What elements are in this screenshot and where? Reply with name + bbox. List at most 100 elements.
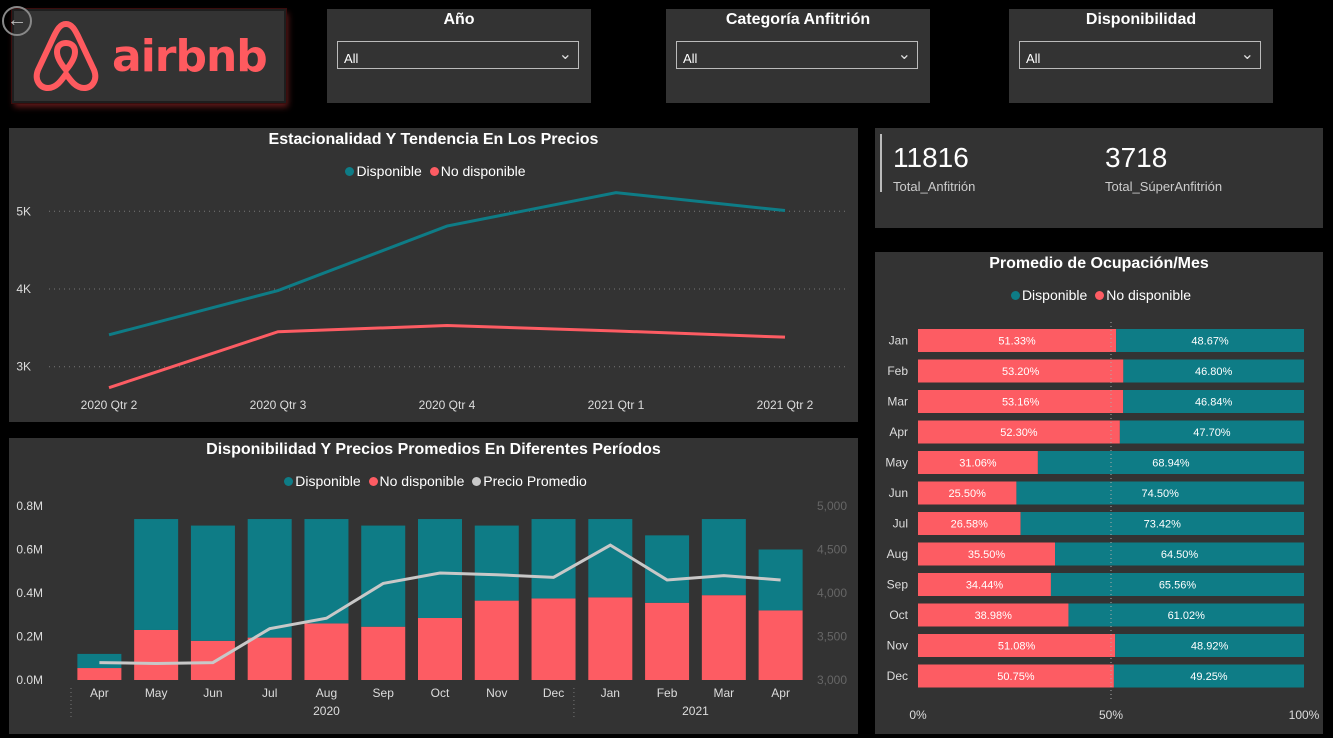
bar-no-disponible xyxy=(304,623,349,680)
occupancy-chart-panel: Promedio de Ocupación/Mes Disponible No … xyxy=(875,252,1323,734)
availability-dropdown[interactable]: All ⌄ xyxy=(1019,41,1261,69)
bar-no-disponible xyxy=(918,451,1038,474)
bar-no-disponible xyxy=(918,634,1116,657)
airbnb-logo: airbnb xyxy=(12,9,286,103)
filter-availability: Disponibilidad All ⌄ xyxy=(1009,9,1273,103)
data-label: 47.70% xyxy=(1193,427,1231,439)
data-label: 50.75% xyxy=(997,671,1035,683)
y2-tick-label: 4,000 xyxy=(817,586,847,600)
bar-no-disponible xyxy=(918,512,1021,535)
x-tick-label: 50% xyxy=(1099,708,1123,722)
data-label: 53.16% xyxy=(1002,397,1040,409)
occupancy-bar-chart: Jan 51.33% 48.67% Feb 53.20% 46.80% Mar 53.16% 4… xyxy=(885,322,1320,722)
bar-no-disponible xyxy=(190,640,235,680)
logo-text: airbnb xyxy=(112,30,268,82)
bar-disponible xyxy=(1123,359,1304,383)
bar-disponible xyxy=(190,525,235,641)
chart-title: Estacionalidad Y Tendencia En Los Precio… xyxy=(268,131,599,148)
kpi-total-hosts-value: 11816 xyxy=(893,142,969,173)
month-label: Feb xyxy=(887,364,908,378)
x-tick-label: Feb xyxy=(657,686,678,700)
bar-disponible xyxy=(77,653,122,669)
data-label: 34.44% xyxy=(966,580,1004,592)
bar-disponible xyxy=(1119,420,1304,444)
legend-label: No disponible xyxy=(440,163,526,179)
month-label: Nov xyxy=(887,639,908,653)
series-line-no-disponible xyxy=(108,324,786,390)
x-tick-label: 2020 Qtr 3 xyxy=(250,398,307,412)
back-arrow-icon[interactable]: ← xyxy=(2,6,32,36)
year-label: 2021 xyxy=(682,704,709,718)
airbnb-belo-icon xyxy=(33,21,99,91)
legend-marker xyxy=(345,167,355,176)
bar-disponible xyxy=(1055,542,1304,566)
bar-disponible xyxy=(1115,634,1304,657)
chart-title: Disponibilidad Y Precios Promedios En Di… xyxy=(206,441,661,458)
data-label: 35.50% xyxy=(968,549,1006,561)
dropdown-value: All xyxy=(344,51,359,66)
bar-disponible xyxy=(361,525,406,627)
chevron-down-icon: ⌄ xyxy=(897,46,911,63)
bar-disponible xyxy=(418,519,462,619)
chevron-down-icon: ⌄ xyxy=(558,46,572,63)
month-label: Mar xyxy=(887,395,908,409)
data-label: 68.94% xyxy=(1152,458,1190,470)
bar-no-disponible xyxy=(758,610,803,680)
x-tick-label: Apr xyxy=(90,686,109,700)
kpi-accent-bar xyxy=(880,134,882,192)
filter-title: Categoría Anfitrión xyxy=(725,11,871,28)
y-tick-label: 0.8M xyxy=(16,499,43,513)
bar-disponible xyxy=(1020,512,1304,535)
legend-label: Disponible xyxy=(1021,287,1088,303)
bar-disponible xyxy=(1016,481,1304,505)
data-label: 38.98% xyxy=(975,610,1013,622)
data-label: 31.06% xyxy=(959,458,997,470)
x-tick-label: Sep xyxy=(373,686,395,700)
bar-no-disponible xyxy=(247,637,292,680)
month-label: May xyxy=(885,456,908,470)
month-label: Aug xyxy=(887,547,908,561)
legend-label: Precio Promedio xyxy=(483,473,587,489)
x-tick-label: Oct xyxy=(431,686,450,700)
bar-disponible xyxy=(645,535,690,603)
data-label: 25.50% xyxy=(949,488,987,500)
trend-line-chart: 3K 4K 5K 2020 Qtr 2 2020 Qtr 3 2020 Qtr 4 2021… xyxy=(16,191,849,412)
bar-disponible xyxy=(474,525,519,601)
bar-no-disponible xyxy=(474,600,519,680)
legend-label: Disponible xyxy=(356,163,422,179)
chart-legend: Disponible No disponible Precio Promedio xyxy=(9,473,858,489)
data-label: 51.33% xyxy=(998,336,1036,348)
month-label: Oct xyxy=(889,608,908,622)
data-label: 52.30% xyxy=(1000,427,1038,439)
data-label: 49.25% xyxy=(1190,671,1228,683)
month-label: Jul xyxy=(893,517,908,531)
y2-tick-label: 5,000 xyxy=(817,499,847,513)
legend-marker xyxy=(429,167,439,176)
x-tick-label: Jul xyxy=(262,686,277,700)
bar-disponible xyxy=(531,519,576,599)
series-line-precio-promedio xyxy=(99,543,781,665)
dropdown-value: All xyxy=(683,51,698,66)
month-label: Dec xyxy=(887,669,908,683)
bar-no-disponible xyxy=(918,359,1124,383)
y-tick-label: 0.6M xyxy=(16,543,43,557)
y-tick-label: 5K xyxy=(16,204,31,218)
data-label: 48.92% xyxy=(1191,641,1229,653)
bar-disponible xyxy=(1113,664,1304,688)
bar-no-disponible xyxy=(531,598,576,680)
year-dropdown[interactable]: All ⌄ xyxy=(337,41,579,69)
bar-disponible xyxy=(701,519,746,596)
y2-tick-label: 3,500 xyxy=(817,630,847,644)
host-category-dropdown[interactable]: All ⌄ xyxy=(676,41,918,69)
bar-no-disponible xyxy=(918,542,1056,566)
bar-no-disponible xyxy=(918,664,1114,688)
data-label: 51.08% xyxy=(998,641,1036,653)
legend-label: No disponible xyxy=(379,473,465,489)
data-label: 73.42% xyxy=(1144,519,1182,531)
kpi-superhosts-value: 3718 xyxy=(1105,142,1168,173)
year-label: 2020 xyxy=(313,704,340,718)
legend-marker xyxy=(472,477,482,486)
chart-legend: Disponible No disponible xyxy=(9,163,858,179)
dropdown-value: All xyxy=(1026,51,1041,66)
data-label: 74.50% xyxy=(1142,488,1180,500)
